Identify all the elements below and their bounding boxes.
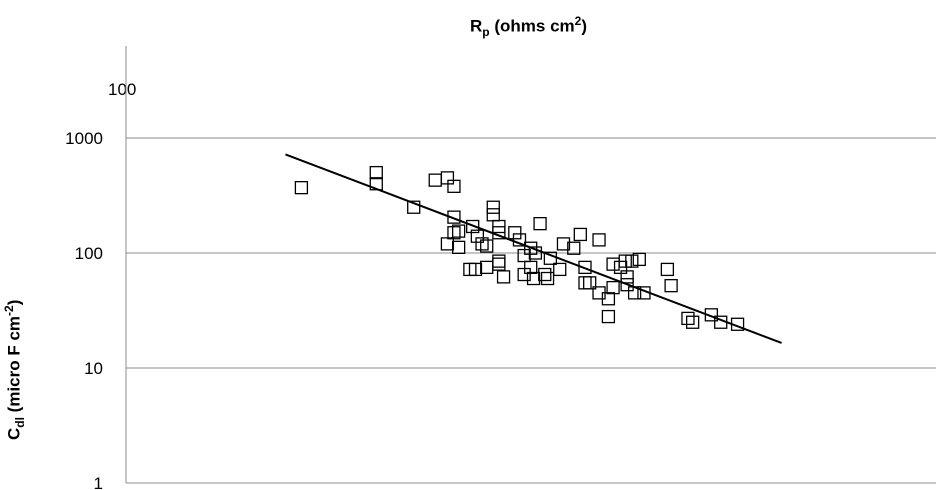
data-point xyxy=(578,276,592,290)
data-point xyxy=(451,240,466,254)
data-point xyxy=(369,177,383,191)
data-point xyxy=(468,262,483,277)
y-tick-label: 10 xyxy=(84,359,103,378)
data-point xyxy=(447,210,461,224)
data-point xyxy=(524,260,538,275)
data-point xyxy=(524,241,538,255)
data-point xyxy=(681,311,695,326)
data-point xyxy=(664,279,678,293)
data-point xyxy=(470,229,485,243)
data-point xyxy=(601,309,616,324)
data-point xyxy=(606,280,620,295)
y-tick-label: 1000 xyxy=(65,129,103,148)
data-point xyxy=(627,286,642,300)
y-tick-label: 100 xyxy=(75,244,103,263)
data-point xyxy=(447,226,461,240)
data-point xyxy=(730,317,745,331)
data-point xyxy=(440,237,455,251)
data-point xyxy=(714,315,728,329)
y-tick-label: 1 xyxy=(94,474,103,490)
data-point xyxy=(407,200,421,214)
data-point xyxy=(543,251,558,265)
data-point xyxy=(660,262,675,277)
data-point xyxy=(567,241,581,255)
data-point xyxy=(466,219,480,234)
data-point xyxy=(528,246,543,260)
data-point xyxy=(526,271,541,286)
data-point xyxy=(480,260,494,275)
data-point xyxy=(556,237,571,251)
data-points xyxy=(294,165,745,331)
data-point xyxy=(475,237,489,251)
data-point xyxy=(573,227,587,242)
data-point xyxy=(620,278,634,292)
data-point xyxy=(685,315,700,329)
data-point xyxy=(492,257,506,271)
data-point xyxy=(486,208,500,222)
data-point xyxy=(447,179,461,193)
data-point xyxy=(492,254,506,268)
stray-axis-label: 100 xyxy=(108,80,137,99)
data-point xyxy=(606,257,620,271)
data-point xyxy=(625,254,639,268)
data-point xyxy=(428,173,442,187)
chart-title: Rp (ohms cm2) xyxy=(470,14,588,40)
data-point xyxy=(480,239,494,253)
data-point xyxy=(583,276,597,290)
gridlines xyxy=(126,137,936,484)
data-point xyxy=(553,262,567,277)
data-point xyxy=(486,200,500,214)
data-point xyxy=(533,216,547,231)
data-point xyxy=(492,226,506,240)
data-point xyxy=(508,226,522,240)
data-point xyxy=(620,270,634,284)
data-point xyxy=(592,233,606,247)
data-point xyxy=(369,165,383,180)
data-point xyxy=(512,233,527,247)
data-point xyxy=(704,308,719,322)
data-point xyxy=(451,224,466,238)
y-tick-labels: 1 10 100 1000 xyxy=(65,129,103,490)
data-point xyxy=(601,292,616,306)
data-point xyxy=(540,271,555,286)
data-point xyxy=(637,286,651,300)
trendline xyxy=(285,153,782,344)
data-point xyxy=(538,267,552,282)
data-point xyxy=(578,260,592,275)
data-point xyxy=(496,270,511,284)
data-point xyxy=(632,252,646,267)
data-point xyxy=(294,181,309,195)
